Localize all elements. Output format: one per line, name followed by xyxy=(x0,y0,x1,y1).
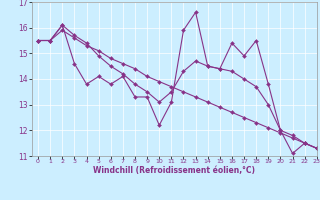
X-axis label: Windchill (Refroidissement éolien,°C): Windchill (Refroidissement éolien,°C) xyxy=(93,166,255,175)
